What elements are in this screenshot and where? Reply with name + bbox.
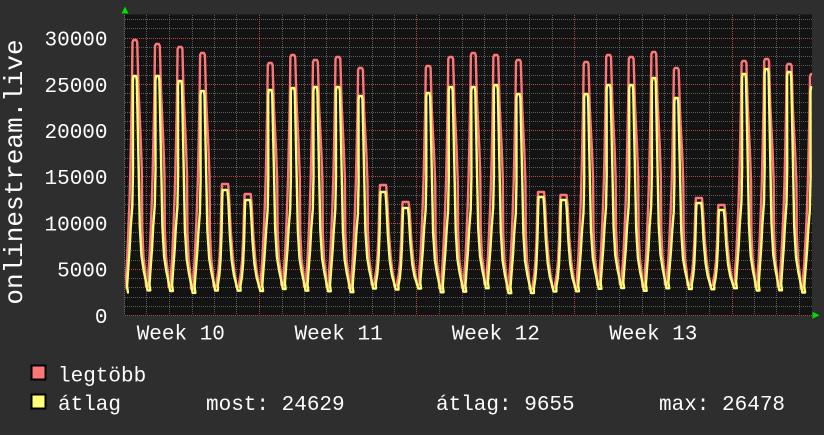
- svg-text:Week 13: Week 13: [609, 324, 697, 347]
- svg-text:Week 12: Week 12: [452, 324, 540, 347]
- svg-text:átlag: 9655: átlag: 9655: [436, 394, 575, 417]
- svg-text:10000: 10000: [44, 214, 107, 237]
- svg-text:most: 24629: most: 24629: [206, 394, 345, 417]
- svg-text:25000: 25000: [44, 76, 107, 99]
- svg-text:onlinestream.live: onlinestream.live: [0, 39, 30, 304]
- svg-text:20000: 20000: [44, 122, 107, 145]
- svg-text:0: 0: [95, 307, 108, 330]
- svg-text:átlag: átlag: [58, 394, 121, 417]
- svg-text:legtöbb: legtöbb: [58, 366, 146, 389]
- svg-text:5000: 5000: [57, 261, 107, 284]
- svg-text:15000: 15000: [44, 168, 107, 191]
- svg-text:max: 26478: max: 26478: [659, 394, 785, 417]
- svg-text:Week 11: Week 11: [295, 324, 383, 347]
- svg-text:30000: 30000: [44, 30, 107, 53]
- svg-text:Week 10: Week 10: [137, 324, 225, 347]
